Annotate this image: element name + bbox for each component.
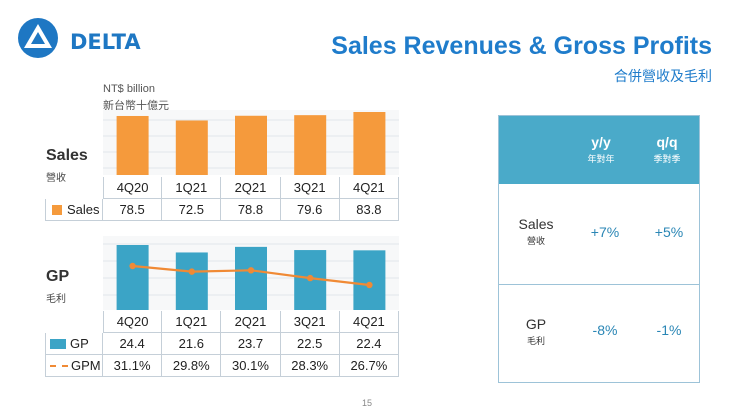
data-value-cell: 22.4 — [339, 333, 399, 355]
gp-section-title: GP — [46, 268, 70, 285]
qoq-column-header: q/q 季對季 — [653, 134, 681, 164]
growth-row-sales-label: Sales 營收 — [518, 216, 554, 246]
data-value-cell: 23.7 — [221, 333, 281, 355]
data-value-cell: 21.6 — [162, 333, 222, 355]
data-value-cell: 30.1% — [221, 355, 281, 377]
legend-label: Sales — [67, 202, 100, 217]
data-value-cell: 26.7% — [339, 355, 399, 377]
gpm-point — [247, 267, 255, 274]
data-value-cell: 78.8 — [221, 199, 281, 221]
data-value-cell: 31.1% — [103, 355, 163, 377]
gp-bar — [175, 252, 208, 310]
gp-bar — [235, 246, 267, 310]
logo-text: DELTA — [70, 30, 141, 54]
legend-label: GPM — [71, 358, 101, 373]
data-value-cell: 28.3% — [280, 355, 340, 377]
gpm-point — [307, 274, 314, 282]
category-tick-label: 1Q21 — [162, 177, 222, 199]
gp-bar — [116, 245, 149, 310]
delta-logo — [18, 18, 58, 58]
growth-row-gp-label: GP 毛利 — [525, 316, 547, 346]
data-value-cell: 78.5 — [103, 199, 163, 221]
legend-label: GP — [70, 336, 89, 351]
page-title: Sales Revenues & Gross Profits — [331, 32, 712, 60]
growth-panel-header — [499, 116, 699, 184]
sales-section-title: Sales — [46, 147, 88, 164]
data-value-cell: 72.5 — [162, 199, 222, 221]
gpm-point — [188, 268, 195, 275]
data-value-cell: 22.5 — [280, 333, 340, 355]
category-tick-label: 2Q21 — [221, 177, 281, 199]
data-value-cell: 83.8 — [339, 199, 399, 221]
sales-yoy-value: +7% — [590, 224, 620, 240]
growth-panel-divider — [499, 284, 699, 285]
table-legend-cell: Sales — [45, 199, 103, 221]
sales-bar — [116, 115, 149, 175]
category-tick-label: 3Q21 — [280, 177, 340, 199]
data-value-cell: 24.4 — [103, 333, 163, 355]
gp-bar — [353, 250, 386, 310]
page-number: 15 — [362, 398, 373, 408]
category-tick-label: 1Q21 — [162, 311, 222, 333]
category-tick-label: 4Q20 — [103, 177, 163, 199]
unit-label-en: NT$ billion — [103, 83, 155, 95]
gp-yoy-value: -8% — [592, 322, 618, 338]
sales-legend-swatch — [52, 204, 62, 215]
category-tick-label: 3Q21 — [280, 311, 340, 333]
sales-bar — [353, 112, 386, 175]
sales-bar — [235, 115, 267, 175]
data-value-cell: 79.6 — [280, 199, 340, 221]
category-tick-label: 4Q21 — [339, 177, 399, 199]
gp-section-subtitle: 毛利 — [46, 294, 66, 305]
gpm-point — [129, 262, 136, 270]
category-tick-label: 4Q20 — [103, 311, 163, 333]
table-legend-cell: GPM — [45, 355, 103, 377]
gpm-point — [366, 281, 373, 289]
sales-bar — [294, 115, 327, 175]
growth-panel: y/y 年對年 q/q 季對季 Sales 營收 +7% +5% GP 毛利 -… — [498, 115, 700, 383]
sales-bar — [175, 120, 208, 175]
data-value-cell: 29.8% — [162, 355, 222, 377]
unit-label-zh: 新台幣十億元 — [103, 100, 169, 112]
category-tick-label: 2Q21 — [221, 311, 281, 333]
table-legend-cell: GP — [45, 333, 103, 355]
category-tick-label: 4Q21 — [339, 311, 399, 333]
yoy-column-header: y/y 年對年 — [587, 134, 615, 164]
gpm-legend-swatch — [50, 364, 68, 367]
page-subtitle: 合併營收及毛利 — [614, 68, 712, 84]
sales-section-subtitle: 營收 — [46, 173, 66, 184]
gp-legend-swatch — [50, 338, 66, 349]
sales-qoq-value: +5% — [654, 224, 684, 240]
gp-qoq-value: -1% — [656, 322, 682, 338]
